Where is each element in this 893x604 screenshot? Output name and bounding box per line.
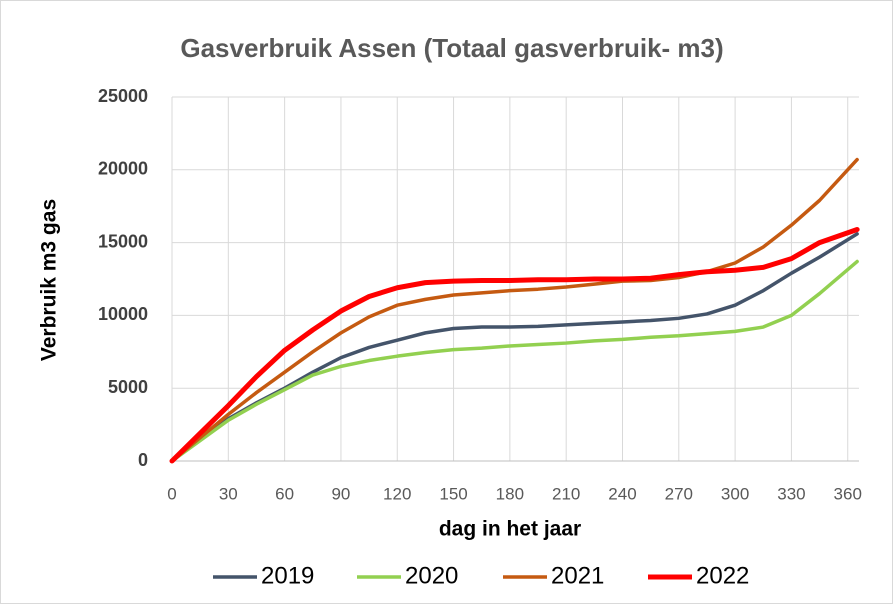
chart-title: Gasverbruik Assen (Totaal gasverbruik- m…	[180, 33, 723, 63]
series-line	[170, 157, 859, 463]
x-tick-label: 60	[275, 484, 294, 503]
series-line	[169, 226, 860, 464]
x-tick-label: 330	[777, 484, 805, 503]
legend-label: 2021	[551, 562, 604, 589]
y-tick-label: 15000	[98, 231, 148, 251]
legend-label: 2020	[405, 562, 458, 589]
y-tick-label: 5000	[108, 377, 148, 397]
legend-label: 2019	[261, 562, 314, 589]
x-tick-label: 30	[219, 484, 238, 503]
x-tick-label: 360	[834, 484, 862, 503]
x-tick-label: 180	[496, 484, 524, 503]
x-tick-label: 270	[665, 484, 693, 503]
y-tick-label: 10000	[98, 304, 148, 324]
x-tick-label: 90	[331, 484, 350, 503]
x-tick-label: 120	[383, 484, 411, 503]
y-tick-label: 0	[138, 450, 148, 470]
y-axis-label: Verbruik m3 gas	[38, 199, 61, 361]
x-tick-label: 150	[439, 484, 467, 503]
y-tick-label: 25000	[98, 86, 148, 106]
x-tick-label: 0	[167, 484, 176, 503]
x-tick-label: 300	[721, 484, 749, 503]
legend-label: 2022	[696, 562, 749, 589]
x-tick-label: 210	[552, 484, 580, 503]
x-axis-label: dag in het jaar	[439, 518, 581, 541]
series-line	[170, 259, 859, 463]
y-tick-label: 20000	[98, 159, 148, 179]
x-tick-label: 240	[608, 484, 636, 503]
